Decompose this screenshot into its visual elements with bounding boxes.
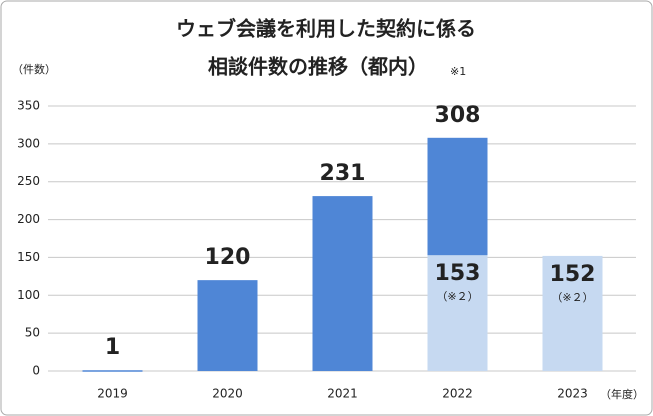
y-tick-label: 0 — [32, 364, 40, 378]
x-axis-label: （年度） — [600, 387, 644, 401]
value-label: 120 — [205, 245, 251, 270]
bar — [542, 255, 603, 371]
x-tick-label: 2023 — [557, 387, 588, 401]
x-tick-label: 2020 — [212, 387, 243, 401]
y-axis-label: （件数） — [12, 63, 56, 76]
y-tick-label: 250 — [17, 174, 40, 188]
y-tick-label: 350 — [17, 99, 40, 113]
y-tick-label: 150 — [17, 250, 40, 264]
y-tick-label: 300 — [17, 136, 40, 150]
x-tick-label: 2021 — [327, 387, 358, 401]
y-tick-label: 50 — [25, 326, 40, 340]
bar — [82, 370, 143, 372]
value-label: 153 — [435, 261, 481, 286]
value-label: 231 — [320, 161, 366, 186]
value-note: （※２） — [551, 291, 593, 304]
y-tick-label: 100 — [17, 288, 40, 302]
chart-title: 相談件数の推移（都内） — [208, 55, 428, 79]
value-label: 152 — [550, 262, 596, 287]
x-tick-label: 2022 — [442, 387, 473, 401]
value-note: （※２） — [436, 290, 478, 303]
title-note: ※1 — [450, 65, 466, 78]
bar — [312, 196, 373, 371]
bar — [427, 255, 488, 371]
x-tick-label: 2019 — [97, 387, 128, 401]
value-label: 1 — [105, 335, 120, 360]
chart-title: ウェブ会議を利用した契約に係る — [176, 17, 476, 41]
value-label: 308 — [435, 103, 481, 128]
y-tick-label: 200 — [17, 212, 40, 226]
bar — [197, 280, 258, 371]
